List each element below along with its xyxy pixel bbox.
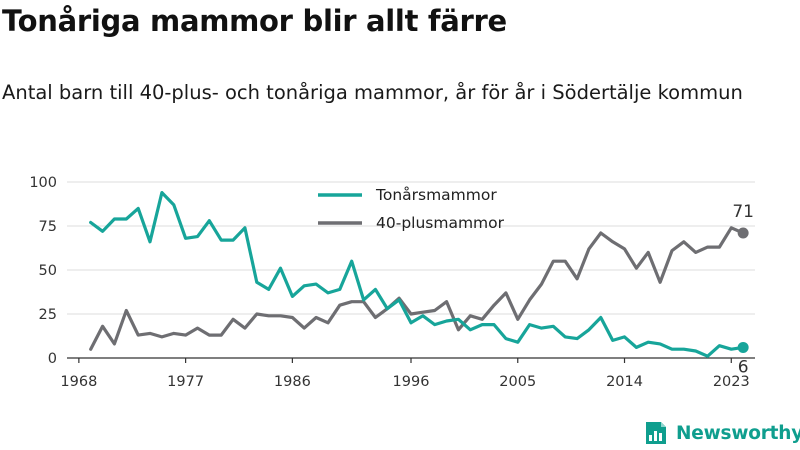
y-tick-label: 50 [39,263,57,279]
y-tick-label: 0 [48,351,57,367]
y-tick-label: 100 [29,175,57,191]
chart-title: Tonåriga mammor blir allt färre [2,4,507,38]
x-tick-label: 1968 [60,374,97,390]
end-point-marker [737,227,749,239]
x-axis: 1968 1977 1986 1996 2005 2014 2023 [60,357,755,390]
y-tick-label: 75 [39,219,57,235]
end-value-label: 71 [732,202,754,222]
legend-label: 40-plusmammor [376,214,505,232]
brand-name: Newsworthy [676,422,800,444]
x-tick-label: 1977 [167,374,204,390]
y-tick-label: 25 [39,307,57,323]
y-axis-labels: 0 25 50 75 100 [29,175,57,367]
x-tick-label: 1996 [393,374,430,390]
series-line-40-plusmammor [89,226,745,351]
x-tick-label: 1986 [274,374,311,390]
x-tick-label: 2014 [606,374,643,390]
x-tick-label: 2005 [499,374,536,390]
series-lines [89,191,745,358]
x-tick-label: 2023 [713,374,750,390]
chart-subtitle: Antal barn till 40-plus- och tonåriga ma… [2,81,743,104]
brand-logo: Newsworthy [644,420,800,446]
end-markers: 6 71 [732,202,754,377]
end-value-label: 6 [738,357,749,377]
legend: Tonårsmammor 40-plusmammor [318,186,505,232]
legend-label: Tonårsmammor [375,186,497,204]
end-point-marker [737,341,749,353]
series-line-tonarsmammor [89,191,745,358]
bar-chart-document-icon [646,422,666,444]
